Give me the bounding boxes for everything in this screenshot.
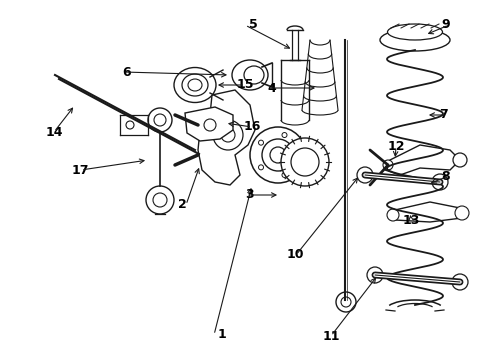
Circle shape xyxy=(204,119,216,131)
Circle shape xyxy=(432,174,448,190)
Circle shape xyxy=(281,138,329,186)
Ellipse shape xyxy=(244,66,264,84)
Text: 3: 3 xyxy=(245,189,254,202)
Text: 6: 6 xyxy=(122,66,131,78)
Circle shape xyxy=(455,206,469,220)
Text: 15: 15 xyxy=(237,78,254,91)
Text: 11: 11 xyxy=(323,329,341,342)
Text: 1: 1 xyxy=(218,328,226,342)
Text: 2: 2 xyxy=(178,198,187,211)
Circle shape xyxy=(387,209,399,221)
Ellipse shape xyxy=(232,60,268,90)
Circle shape xyxy=(341,297,351,307)
Circle shape xyxy=(146,186,174,214)
Circle shape xyxy=(282,132,287,138)
Circle shape xyxy=(282,172,287,177)
Circle shape xyxy=(367,267,383,283)
Circle shape xyxy=(453,153,467,167)
Circle shape xyxy=(296,153,301,158)
Text: 9: 9 xyxy=(441,18,450,31)
Text: 13: 13 xyxy=(403,213,420,226)
Circle shape xyxy=(357,167,373,183)
Text: 12: 12 xyxy=(388,140,406,153)
Circle shape xyxy=(148,108,172,132)
Ellipse shape xyxy=(188,79,202,91)
Ellipse shape xyxy=(174,68,216,103)
Circle shape xyxy=(452,274,468,290)
Ellipse shape xyxy=(182,74,208,96)
Circle shape xyxy=(383,160,393,170)
Circle shape xyxy=(259,165,264,170)
Polygon shape xyxy=(385,145,460,175)
Text: 16: 16 xyxy=(244,121,261,134)
Text: 10: 10 xyxy=(287,248,304,261)
Polygon shape xyxy=(393,202,462,222)
Circle shape xyxy=(153,193,167,207)
Circle shape xyxy=(291,148,319,176)
Circle shape xyxy=(250,127,306,183)
Text: 4: 4 xyxy=(267,81,276,94)
Text: 7: 7 xyxy=(439,108,448,122)
Text: 8: 8 xyxy=(441,170,450,183)
Text: 17: 17 xyxy=(72,163,89,176)
Circle shape xyxy=(336,292,356,312)
Text: 5: 5 xyxy=(248,18,257,31)
Circle shape xyxy=(154,114,166,126)
Polygon shape xyxy=(198,90,255,185)
Ellipse shape xyxy=(388,24,442,40)
Circle shape xyxy=(126,121,134,129)
Circle shape xyxy=(221,128,235,142)
Circle shape xyxy=(262,139,294,171)
Ellipse shape xyxy=(380,29,450,51)
Circle shape xyxy=(270,147,286,163)
Text: 14: 14 xyxy=(46,126,64,139)
Circle shape xyxy=(213,120,243,150)
Polygon shape xyxy=(185,107,233,141)
Circle shape xyxy=(259,140,264,145)
